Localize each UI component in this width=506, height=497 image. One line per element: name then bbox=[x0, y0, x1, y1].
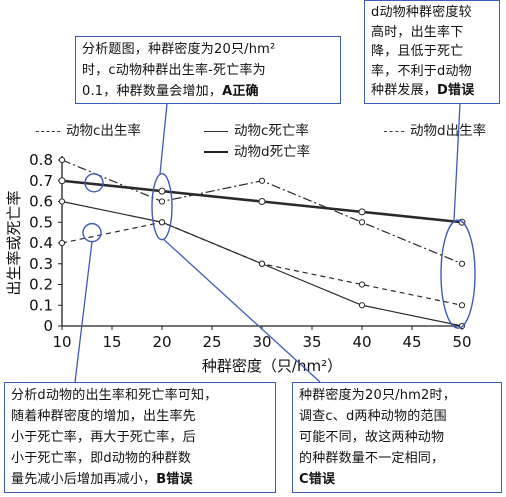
annotation-line: 时，c动物种群出生率-死亡率为 bbox=[82, 63, 266, 78]
y-tick-label: 0.8 bbox=[29, 151, 53, 169]
series-line-2 bbox=[61, 159, 463, 265]
annotation-line: 小于死亡率，再大于死亡率，后 bbox=[11, 430, 196, 445]
data-point bbox=[58, 198, 66, 205]
annotation-line: d动物种群密度较 bbox=[371, 5, 472, 20]
y-axis-label: 出生率或死亡率 bbox=[5, 190, 23, 295]
annotation-line: 高时，出生率下 bbox=[371, 24, 464, 40]
annotation-line: 的种群数量不一定相同， bbox=[299, 451, 445, 466]
annotation-line: 可能不同，故这两种动物 bbox=[299, 430, 445, 445]
data-point bbox=[358, 281, 366, 288]
annotation-a: 分析题图，种群密度为20只/hm² 时，c动物种群出生率-死亡率为 0.1，种群… bbox=[75, 36, 341, 104]
annotation-line: 分析题图，种群密度为20只/hm² bbox=[82, 42, 276, 57]
annotation-d: d动物种群密度较 高时，出生率下 降，且低于死亡 率，不利于d动物 种群发展，D… bbox=[364, 0, 500, 104]
legend-label: 动物c死亡率 bbox=[234, 123, 309, 139]
leader-line bbox=[163, 239, 321, 383]
annotation-line: 种群发展， bbox=[371, 83, 438, 98]
x-tick-label: 20 bbox=[152, 333, 171, 351]
highlight-circles bbox=[82, 172, 476, 329]
annotation-line: 率，不利于d动物 bbox=[371, 63, 472, 79]
y-tick-label: 0 bbox=[43, 317, 53, 335]
leader-line bbox=[453, 103, 461, 221]
x-tick-label: 15 bbox=[102, 333, 121, 351]
highlight-circle bbox=[440, 219, 476, 329]
data-point bbox=[258, 198, 266, 205]
data-point bbox=[458, 302, 466, 309]
annotation-verdict: A正确 bbox=[222, 84, 259, 99]
annotation-line: 种群密度为20只/hm2时， bbox=[299, 388, 456, 403]
axes: 10 15 20 25 30 35 40 45 50 0 0.1 0.2 0.3 0.4 0.5 0.6 0.7… bbox=[5, 151, 472, 375]
data-point bbox=[258, 260, 266, 267]
legend-label: 动物d死亡率 bbox=[234, 144, 311, 160]
leader-lines bbox=[74, 103, 461, 383]
annotation-b: 分析d动物的出生率和死亡率可知， 随着种群密度的增加，出生率先 小于死亡率，再大… bbox=[4, 382, 276, 493]
annotation-line: 分析d动物的出生率和死亡率可知， bbox=[11, 388, 218, 403]
y-tick-label: 0.6 bbox=[29, 193, 53, 211]
annotation-line: 随着种群密度的增加，出生率先 bbox=[11, 409, 196, 424]
data-point bbox=[358, 219, 366, 226]
y-tick-label: 0.3 bbox=[29, 255, 53, 273]
x-tick-label: 25 bbox=[202, 333, 221, 351]
x-tick-label: 35 bbox=[302, 333, 321, 351]
data-point bbox=[158, 198, 166, 205]
legend-swatch-dashdot bbox=[384, 130, 404, 132]
x-tick-label: 40 bbox=[352, 333, 371, 351]
legend-swatch-thin bbox=[204, 130, 228, 132]
x-tick-label: 10 bbox=[52, 333, 71, 351]
data-point bbox=[58, 156, 66, 164]
annotation-line: 小于死亡率，即d动物的种群数 bbox=[11, 451, 192, 466]
annotation-line: 0.1，种群数量会增加， bbox=[82, 84, 223, 99]
legend-label: 动物d出生率 bbox=[410, 123, 487, 139]
x-axis-label: 种群密度（只/hm²） bbox=[202, 357, 342, 375]
data-point bbox=[158, 187, 166, 195]
y-tick-label: 0.5 bbox=[29, 213, 53, 231]
highlight-circle bbox=[82, 222, 102, 243]
leader-line bbox=[74, 241, 93, 383]
y-tick-label: 0.4 bbox=[29, 234, 53, 252]
y-tick-label: 0.1 bbox=[29, 296, 53, 314]
y-tick-label: 0.2 bbox=[29, 276, 53, 294]
leader-line bbox=[159, 103, 168, 174]
legend-swatch-thick bbox=[204, 151, 228, 153]
annotation-verdict: D错误 bbox=[437, 83, 475, 98]
data-point bbox=[158, 219, 166, 226]
highlight-circle bbox=[84, 173, 104, 193]
legend-item-c-death: 动物c死亡率 bbox=[204, 119, 309, 139]
data-point bbox=[358, 208, 366, 216]
highlight-circle bbox=[151, 172, 173, 241]
annotation-verdict: B错误 bbox=[156, 472, 193, 487]
legend-label: 动物c出生率 bbox=[66, 123, 141, 139]
x-tick-label: 45 bbox=[402, 333, 421, 351]
annotation-line: 调查c、d两种动物的范围 bbox=[299, 409, 447, 424]
data-point bbox=[58, 239, 66, 247]
data-point bbox=[58, 177, 66, 185]
x-tick-label: 30 bbox=[252, 333, 271, 351]
annotation-line: 量先减小后增加再减小， bbox=[11, 472, 157, 487]
legend-swatch-dashed bbox=[36, 130, 60, 132]
legend-item-c-birth: 动物c出生率 bbox=[36, 119, 141, 139]
annotation-verdict: C错误 bbox=[299, 472, 336, 487]
legend-item-d-death: 动物d死亡率 bbox=[204, 140, 310, 160]
data-point bbox=[358, 302, 366, 309]
series-lines bbox=[58, 156, 466, 330]
annotation-line: 降，且低于死亡 bbox=[371, 44, 464, 59]
y-tick-label: 0.7 bbox=[29, 172, 53, 190]
legend-item-d-birth: 动物d出生率 bbox=[384, 119, 486, 139]
data-point bbox=[258, 177, 266, 184]
x-tick-label: 50 bbox=[452, 333, 471, 351]
data-point bbox=[458, 260, 466, 267]
annotation-c: 种群密度为20只/hm2时， 调查c、d两种动物的范围 可能不同，故这两种动物 … bbox=[292, 382, 502, 493]
